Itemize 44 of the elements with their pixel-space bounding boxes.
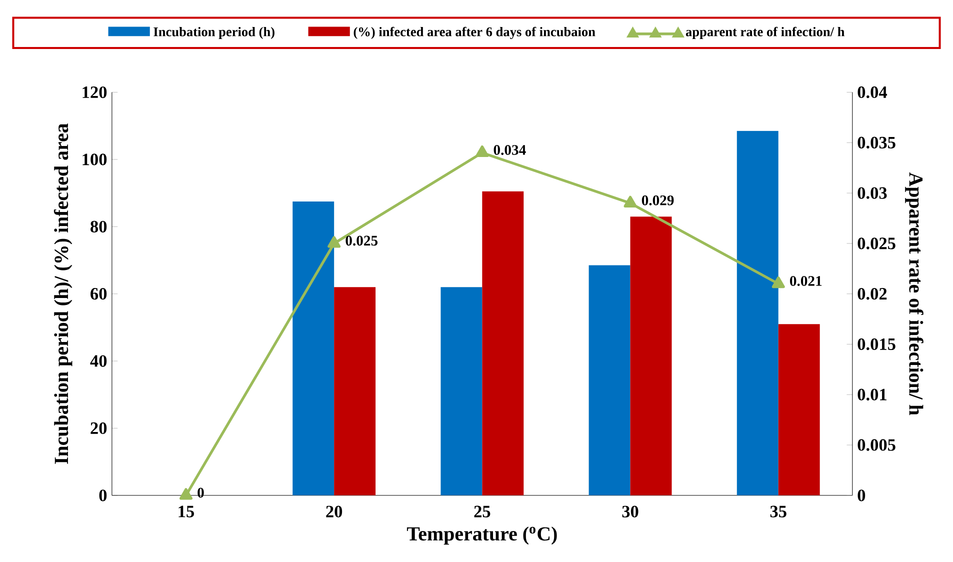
x-tick-label: 20 — [326, 506, 342, 518]
y2-tick-label: 0.04 — [858, 86, 888, 98]
point — [772, 276, 785, 288]
bar — [588, 265, 630, 496]
x-tick-label: 25 — [474, 506, 490, 518]
y2-tick-label: 0.005 — [858, 438, 896, 451]
y2-tick-label: 0.01 — [858, 388, 886, 400]
bar — [778, 324, 820, 496]
y2-tick-label: 0 — [858, 489, 866, 502]
y-tick-label: 100 — [82, 153, 107, 166]
y-tick-label: 40 — [90, 355, 107, 367]
data-label: 0.025 — [346, 236, 378, 246]
y-tick-label: 80 — [90, 220, 107, 232]
bar — [630, 216, 672, 496]
x-axis-title: Temperature ($^{o}$C) — [406, 526, 557, 544]
y2-axis-title: Apparent rate of infection/ h — [905, 172, 924, 415]
y-axis-title: Incubation period (h)/ (%) infected area — [54, 123, 72, 464]
y2-tick-label: 0.035 — [858, 136, 896, 148]
data-label: 0.021 — [790, 276, 822, 286]
y-tick-label: 20 — [90, 422, 107, 434]
bar — [292, 201, 334, 496]
x-tick-label: 35 — [770, 506, 786, 518]
y-tick-label: 0 — [99, 489, 107, 502]
legend-label: apparent rate of infection/ h — [686, 26, 845, 39]
point — [179, 488, 192, 500]
bar — [334, 286, 376, 496]
y-tick-label: 60 — [90, 288, 107, 300]
legend-label: Incubation period (h) — [154, 26, 274, 39]
bar — [482, 191, 524, 496]
bar — [440, 286, 482, 496]
bar — [736, 130, 778, 496]
y2-tick-label: 0.015 — [858, 338, 896, 350]
data-label: 0.029 — [642, 195, 674, 206]
x-tick-label: 15 — [178, 506, 194, 518]
x-tick-label: 30 — [622, 506, 638, 518]
point — [624, 196, 637, 208]
legend-label: (%) infected area after 6 days of incubaion — [354, 26, 596, 39]
y2-tick-label: 0.025 — [858, 237, 896, 250]
y-tick-label: 120 — [82, 86, 107, 98]
y2-tick-label: 0.02 — [858, 288, 887, 300]
point — [328, 236, 341, 248]
data-label: 0.034 — [494, 144, 526, 155]
y2-tick-label: 0.03 — [858, 187, 887, 199]
point — [476, 145, 489, 157]
